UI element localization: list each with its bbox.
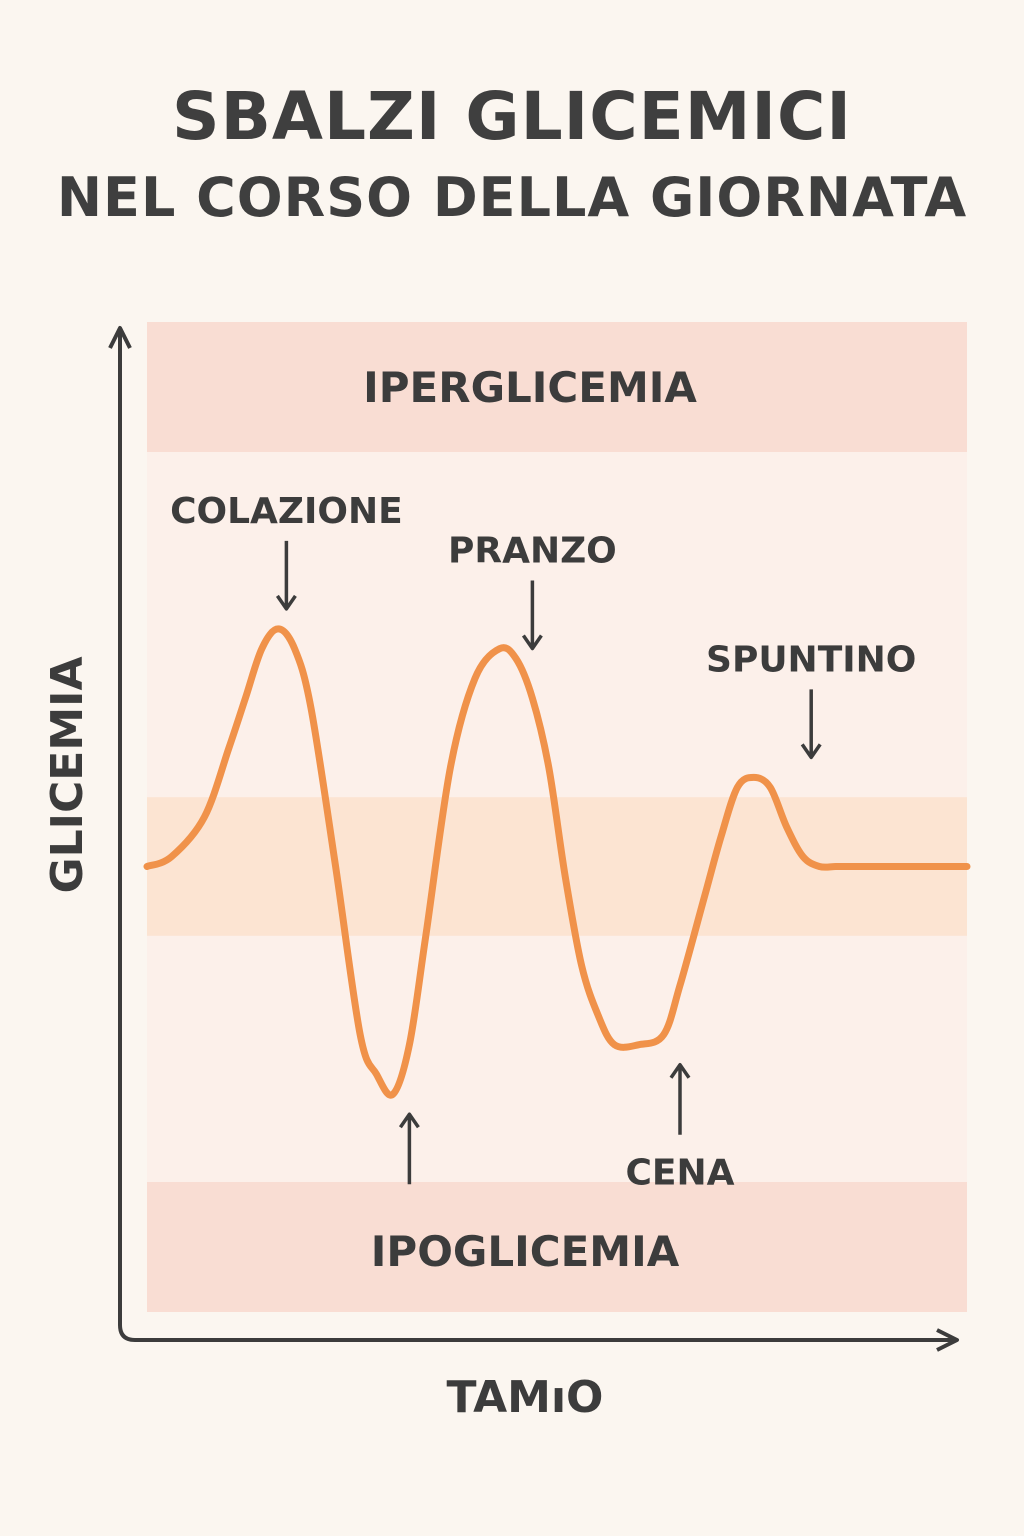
y-axis-arrow [108, 326, 132, 349]
hyperglycemia-zone [147, 322, 967, 452]
annotation-label: CENA [625, 1153, 734, 1194]
annotation-arrow [800, 689, 822, 760]
annotation-arrow [275, 540, 297, 611]
glycemia-curve [143, 625, 971, 1099]
x-axis [118, 1324, 955, 1342]
annotation-arrow [669, 1062, 691, 1135]
annotations-group: COLAZIONE PRANZO SPUNTINO CENA [170, 491, 916, 1194]
annotation-label: PRANZO [448, 531, 617, 572]
annotation-arrow [521, 580, 543, 651]
chart-subtitle: NEL CORSO DELLA GIORNATA [56, 166, 968, 229]
hyperglycemia-label: IPERGLICEMIA [363, 363, 697, 412]
hypoglycemia-label: IPOGLICEMIA [371, 1227, 680, 1276]
hypoglycemia-zone [147, 1182, 967, 1312]
annotation-arrow [398, 1112, 420, 1185]
x-axis-arrow [936, 1328, 959, 1352]
x-axis-label: TAMıO [447, 1372, 604, 1423]
chart-title: SBALZI GLICEMICI [172, 78, 852, 155]
y-axis-label: GLICEMIA [42, 656, 93, 893]
annotation-label: SPUNTINO [706, 639, 916, 680]
annotation-label: COLAZIONE [170, 491, 403, 532]
